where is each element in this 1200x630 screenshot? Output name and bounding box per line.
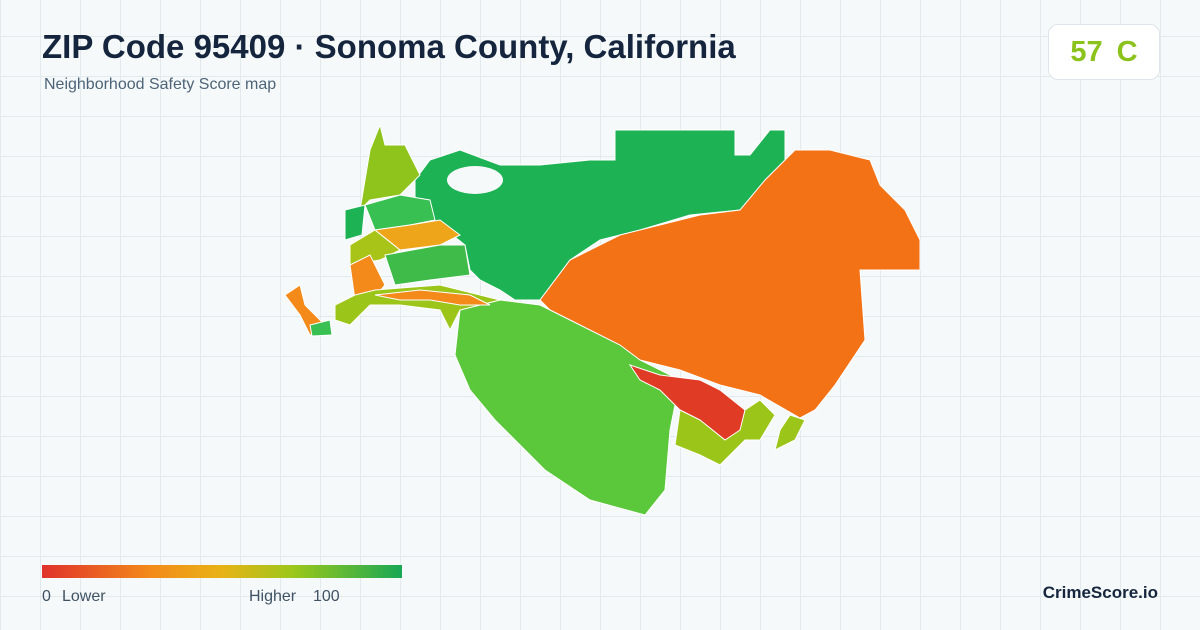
legend-max-label: Higher: [249, 588, 297, 605]
region: [774, 414, 806, 451]
region: [374, 289, 491, 306]
region: [309, 319, 333, 337]
brand: CrimeScore.io: [1042, 583, 1158, 602]
subtitle: Neighborhood Safety Score map: [44, 76, 277, 93]
legend-max: 100: [313, 588, 340, 605]
legend-gradient: [42, 565, 402, 578]
legend-min-label: Lower: [62, 588, 106, 605]
grade: C: [1116, 35, 1138, 68]
region: [344, 204, 366, 241]
region: [384, 244, 471, 286]
lake: [447, 166, 503, 194]
score: 57: [1070, 35, 1103, 68]
legend-min: 0: [42, 588, 51, 605]
region: [539, 149, 921, 419]
region: [454, 299, 681, 516]
score-badge: 57 C: [1048, 24, 1160, 80]
title: ZIP Code 95409 · Sonoma County, Californ…: [42, 28, 736, 65]
region: [674, 399, 776, 466]
